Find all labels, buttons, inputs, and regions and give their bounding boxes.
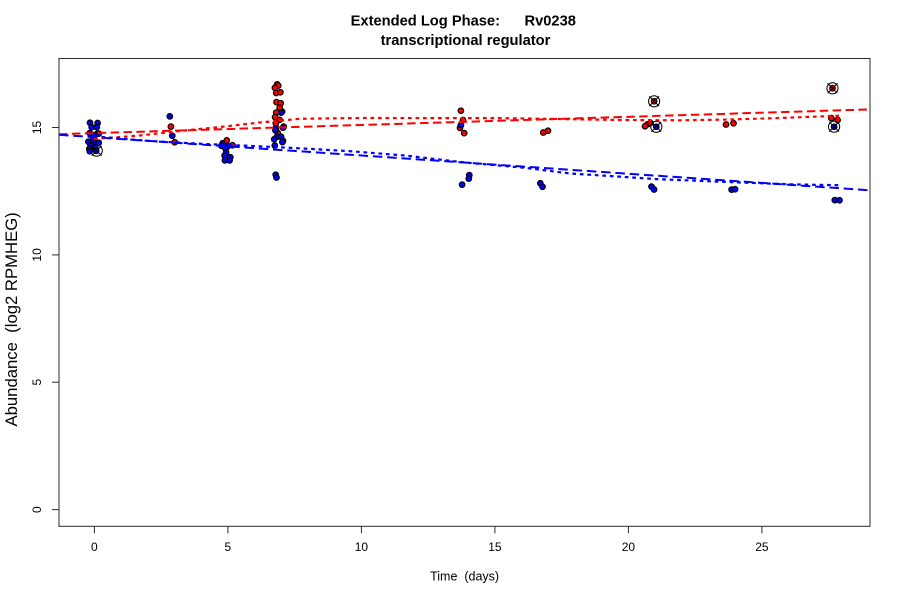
svg-text:0: 0: [91, 540, 98, 554]
svg-text:10: 10: [355, 540, 369, 554]
svg-text:20: 20: [622, 540, 636, 554]
svg-text:15: 15: [30, 121, 44, 135]
svg-text:10: 10: [30, 248, 44, 262]
svg-text:5: 5: [225, 540, 232, 554]
svg-text:25: 25: [755, 540, 769, 554]
svg-text:5: 5: [30, 379, 44, 386]
svg-text:Extended Log Phase: Rv023: Extended Log Phase: Rv0238: [351, 13, 576, 29]
svg-text:transcriptional regulator: transcriptional regulator: [381, 33, 551, 49]
svg-text:Time (days): Time (days): [430, 570, 499, 584]
svg-text:15: 15: [488, 540, 502, 554]
svg-text:0: 0: [30, 506, 44, 513]
svg-text:Abundance (log2 RPMHEG): Abundance (log2 RPMHEG): [2, 212, 21, 426]
